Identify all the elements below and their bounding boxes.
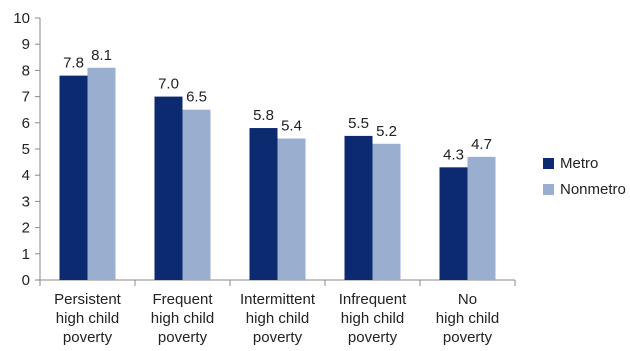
x-category-label-line: high child bbox=[56, 310, 119, 327]
y-tick-label: 4 bbox=[22, 167, 30, 184]
x-category-label: No high child poverty bbox=[436, 291, 499, 346]
x-category-label-line: Frequent bbox=[152, 291, 213, 308]
data-label-metro-0: 7.8 bbox=[63, 55, 84, 72]
x-category-label-line: Persistent bbox=[54, 291, 122, 308]
chart-bars bbox=[59, 67, 496, 280]
x-category-label-line: poverty bbox=[348, 329, 398, 346]
chart-axes: 0 1 2 3 4 5 6 7 8 9 10 bbox=[13, 10, 516, 289]
x-category-label: Frequent high child poverty bbox=[151, 291, 214, 346]
data-label-nonmetro-2: 5.4 bbox=[281, 118, 302, 135]
x-category-label-line: Intermittent bbox=[240, 291, 316, 308]
data-label-nonmetro-0: 8.1 bbox=[91, 47, 112, 64]
data-label-metro-3: 5.5 bbox=[348, 115, 369, 132]
y-tick-label: 6 bbox=[22, 115, 30, 132]
bar-metro-2 bbox=[249, 128, 278, 280]
x-category-label: Infrequent high child poverty bbox=[339, 291, 407, 346]
x-category-label-line: poverty bbox=[158, 329, 208, 346]
bar-nonmetro-1 bbox=[182, 109, 211, 280]
data-label-nonmetro-1: 6.5 bbox=[186, 89, 207, 106]
y-tick-label: 9 bbox=[22, 36, 30, 53]
data-label-metro-1: 7.0 bbox=[158, 76, 179, 93]
bar-nonmetro-0 bbox=[87, 67, 116, 280]
x-category-label-line: poverty bbox=[253, 329, 303, 346]
legend-label-nonmetro: Nonmetro bbox=[560, 181, 626, 198]
x-category-label-line: high child bbox=[151, 310, 214, 327]
bar-nonmetro-2 bbox=[277, 138, 306, 280]
legend-label-metro: Metro bbox=[560, 155, 598, 172]
x-category-label-line: No bbox=[458, 291, 477, 308]
y-tick-label: 2 bbox=[22, 220, 30, 237]
x-category-label-line: high child bbox=[341, 310, 404, 327]
data-label-nonmetro-4: 4.7 bbox=[471, 136, 492, 153]
x-category-label: Intermittent high child poverty bbox=[240, 291, 316, 346]
bar-nonmetro-3 bbox=[372, 143, 401, 280]
x-category-label-line: high child bbox=[436, 310, 499, 327]
chart-legend: Metro Nonmetro bbox=[543, 155, 626, 198]
y-tick-label: 7 bbox=[22, 89, 30, 106]
data-label-metro-2: 5.8 bbox=[253, 107, 274, 124]
x-category-label-line: Infrequent bbox=[339, 291, 407, 308]
legend-swatch-metro bbox=[543, 158, 554, 169]
data-label-metro-4: 4.3 bbox=[443, 146, 464, 163]
y-tick-label: 0 bbox=[22, 272, 30, 289]
legend-swatch-nonmetro bbox=[543, 184, 554, 195]
x-category-label-line: poverty bbox=[63, 329, 113, 346]
bar-metro-4 bbox=[439, 167, 468, 280]
x-category-label-line: poverty bbox=[443, 329, 493, 346]
bar-metro-0 bbox=[59, 75, 88, 280]
y-tick-label: 5 bbox=[22, 141, 30, 158]
x-category-label-line: high child bbox=[246, 310, 309, 327]
bar-metro-3 bbox=[344, 135, 373, 280]
bar-nonmetro-4 bbox=[467, 156, 496, 280]
chart-category-labels: Persistent high child poverty Frequent high … bbox=[54, 291, 499, 346]
y-tick-label: 3 bbox=[22, 193, 30, 210]
chart-data-labels: 7.8 8.1 7.0 6.5 5.8 5.4 5.5 5.2 4.3 4.7 bbox=[63, 47, 492, 164]
y-tick-label: 10 bbox=[13, 10, 30, 27]
x-category-label: Persistent high child poverty bbox=[54, 291, 122, 346]
bar-metro-1 bbox=[154, 96, 183, 280]
data-label-nonmetro-3: 5.2 bbox=[376, 123, 397, 140]
y-tick-label: 1 bbox=[22, 246, 30, 263]
y-tick-label: 8 bbox=[22, 62, 30, 79]
